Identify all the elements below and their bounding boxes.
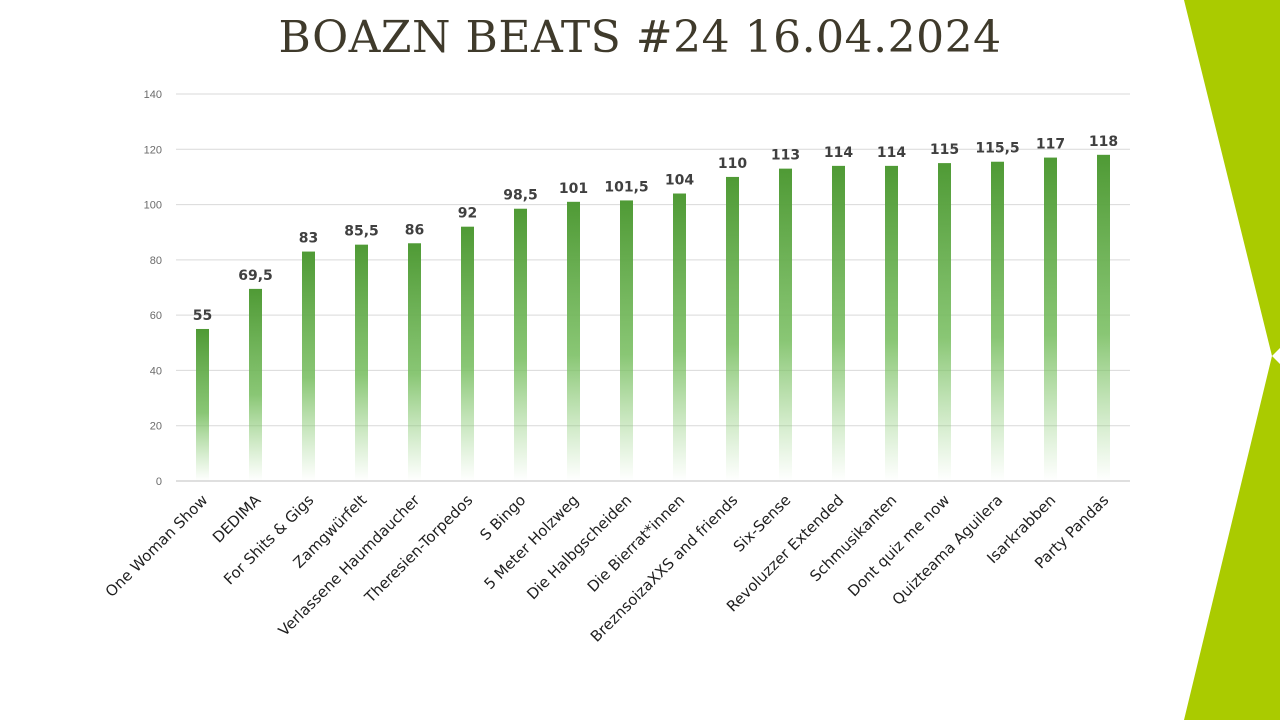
bar (302, 251, 315, 481)
bar (514, 208, 527, 482)
data-label: 86 (405, 222, 424, 238)
x-tick-label: For Shits & Gigs (220, 491, 317, 588)
data-label: 110 (718, 156, 747, 172)
data-label: 117 (1036, 137, 1065, 153)
data-label: 69,5 (238, 268, 273, 284)
bars (196, 154, 1110, 482)
data-label: 98,5 (503, 188, 538, 204)
bar (1044, 157, 1057, 482)
x-tick-label: Dont quiz me now (844, 491, 953, 600)
bar (938, 163, 951, 481)
y-tick-label: 60 (150, 310, 162, 322)
data-label: 101,5 (604, 179, 648, 195)
data-label: 104 (665, 173, 694, 189)
data-label: 118 (1089, 134, 1118, 150)
data-label: 55 (193, 308, 212, 324)
y-tick-label: 100 (144, 200, 162, 212)
y-tick-label: 0 (156, 476, 162, 488)
x-tick-label: One Woman Show (102, 491, 212, 601)
data-label: 115,5 (975, 141, 1019, 157)
y-tick-label: 40 (150, 365, 162, 377)
bar (726, 176, 739, 481)
y-tick-label: 120 (144, 144, 162, 156)
gridlines (176, 93, 1130, 482)
x-tick-label: Die Bierrat*innen (584, 491, 689, 596)
data-label: 101 (559, 181, 588, 197)
bar (567, 201, 580, 482)
accent-chevron-notch (1272, 348, 1280, 364)
data-label: 115 (930, 142, 959, 158)
data-labels: 55 69,5 83 85,5 86 92 98,5 101 101,5 104 110 113 114… (193, 134, 1118, 324)
data-label: 83 (299, 231, 318, 247)
data-label: 92 (458, 206, 477, 222)
y-tick-label: 80 (150, 255, 162, 267)
bar (779, 168, 792, 481)
bar (620, 200, 633, 482)
data-label: 113 (771, 148, 800, 164)
bar (355, 244, 368, 481)
bar (1097, 154, 1110, 482)
bar (196, 328, 209, 481)
data-label: 85,5 (344, 224, 379, 240)
bar (461, 226, 474, 481)
slide-title: BOAZN BEATS #24 16.04.2024 (278, 12, 1002, 63)
bar (832, 165, 845, 481)
bar (408, 243, 421, 481)
bar (249, 288, 262, 481)
bar (991, 161, 1004, 481)
y-tick-label: 20 (150, 421, 162, 433)
x-tick-label: S Bingo (476, 491, 529, 544)
bar (673, 193, 686, 481)
x-tick-label: 5 Meter Holzweg (480, 491, 582, 593)
y-axis-ticks: 0 20 40 60 80 100 120 140 (144, 89, 162, 488)
y-tick-label: 140 (144, 89, 162, 101)
bar (885, 165, 898, 481)
data-label: 114 (877, 145, 906, 161)
data-label: 114 (824, 145, 853, 161)
accent-chevron-shape (1184, 0, 1280, 720)
